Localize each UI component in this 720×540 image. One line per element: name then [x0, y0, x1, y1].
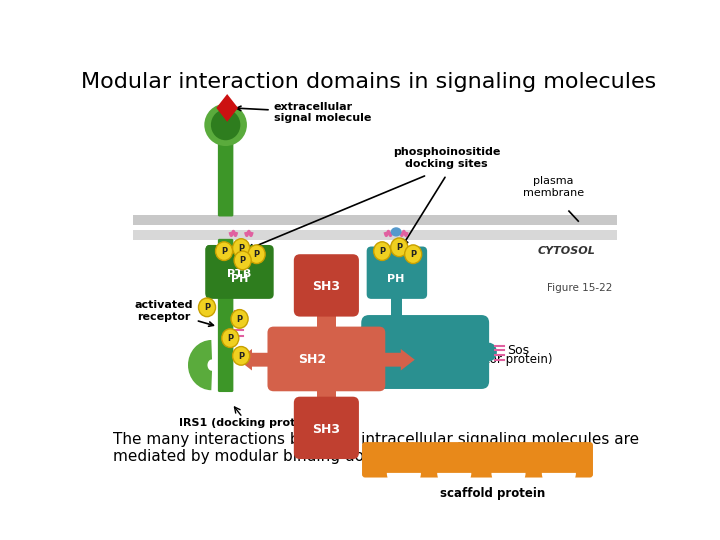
Ellipse shape	[374, 242, 391, 260]
Text: activated
receptor: activated receptor	[135, 300, 213, 326]
Text: phosphoinositide
docking sites: phosphoinositide docking sites	[393, 147, 500, 168]
Text: P: P	[396, 243, 402, 252]
Polygon shape	[216, 94, 238, 122]
Ellipse shape	[199, 298, 215, 316]
Ellipse shape	[204, 104, 247, 146]
Text: Figure 15-22: Figure 15-22	[547, 283, 613, 293]
FancyBboxPatch shape	[205, 245, 274, 299]
Text: P: P	[228, 334, 233, 343]
Text: The many interactions between intracellular signaling molecules are
mediated by : The many interactions between intracellu…	[113, 432, 639, 464]
Text: IRS1 (docking protein): IRS1 (docking protein)	[179, 418, 319, 428]
Ellipse shape	[234, 251, 251, 269]
FancyBboxPatch shape	[361, 315, 489, 389]
Ellipse shape	[405, 245, 422, 264]
Text: Grb2 (adaptor protein): Grb2 (adaptor protein)	[408, 353, 552, 366]
Ellipse shape	[231, 309, 248, 328]
Text: CYTOSOL: CYTOSOL	[538, 246, 595, 256]
Bar	[391, 294, 402, 321]
Text: extracellular
signal molecule: extracellular signal molecule	[236, 102, 371, 123]
Bar	[317, 309, 336, 408]
FancyBboxPatch shape	[267, 327, 385, 392]
Ellipse shape	[482, 343, 497, 361]
Text: P: P	[236, 315, 243, 324]
Ellipse shape	[391, 238, 408, 256]
Text: PTB: PTB	[228, 269, 252, 279]
Text: P: P	[253, 250, 260, 259]
Text: P: P	[379, 247, 385, 256]
Ellipse shape	[211, 110, 240, 140]
Ellipse shape	[391, 227, 402, 237]
Text: SH3: SH3	[312, 422, 341, 436]
FancyArrow shape	[379, 349, 415, 370]
FancyBboxPatch shape	[218, 239, 233, 392]
Text: SH3: SH3	[312, 280, 341, 293]
Wedge shape	[437, 473, 472, 490]
Wedge shape	[387, 473, 421, 490]
Text: Modular interaction domains in signaling molecules: Modular interaction domains in signaling…	[81, 72, 657, 92]
Text: P: P	[410, 250, 416, 259]
Text: P: P	[240, 256, 246, 265]
Wedge shape	[542, 473, 576, 490]
Ellipse shape	[248, 245, 265, 264]
Text: plasma
membrane: plasma membrane	[523, 177, 584, 198]
Ellipse shape	[215, 242, 233, 260]
Ellipse shape	[222, 329, 239, 347]
Text: PH: PH	[387, 274, 405, 284]
FancyBboxPatch shape	[294, 397, 359, 459]
Ellipse shape	[233, 239, 250, 258]
Text: scaffold protein: scaffold protein	[441, 487, 546, 500]
Wedge shape	[492, 473, 526, 490]
Text: P: P	[238, 244, 244, 253]
Bar	[132, 215, 617, 225]
Ellipse shape	[233, 347, 250, 365]
Text: P: P	[221, 247, 227, 256]
Text: PH: PH	[231, 274, 248, 284]
Text: P: P	[204, 303, 210, 312]
FancyBboxPatch shape	[205, 245, 271, 298]
Text: P: P	[238, 352, 244, 361]
Bar	[132, 231, 617, 240]
Text: SH2: SH2	[298, 353, 326, 366]
FancyBboxPatch shape	[362, 442, 593, 477]
FancyBboxPatch shape	[294, 254, 359, 316]
FancyArrow shape	[238, 349, 274, 370]
FancyBboxPatch shape	[366, 247, 427, 299]
FancyBboxPatch shape	[218, 137, 233, 217]
Text: Sos: Sos	[507, 344, 529, 357]
